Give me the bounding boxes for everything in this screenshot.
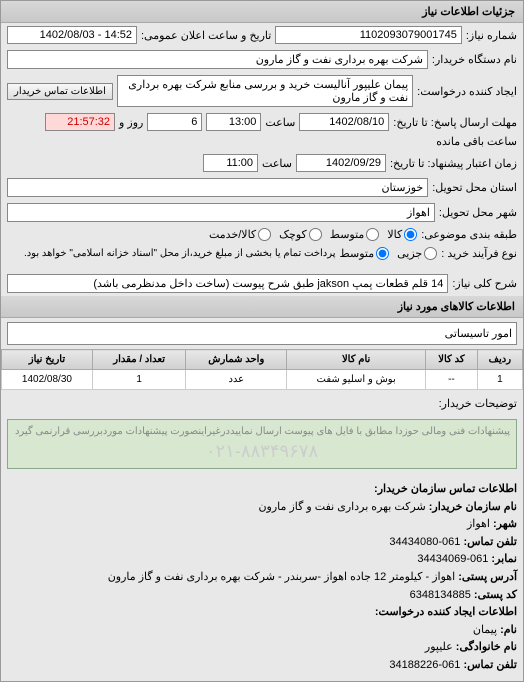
- postal-label: کد پستی:: [474, 589, 517, 601]
- family-val: علیپور: [425, 641, 453, 653]
- remaining-label: ساعت باقی مانده: [436, 135, 517, 148]
- col-row: ردیف: [477, 350, 522, 370]
- name-val: پیمان: [473, 624, 497, 636]
- day-label: روز و: [119, 116, 143, 129]
- request-no-value: 1102093079001745: [275, 26, 461, 44]
- buyer-org-label: نام دستگاه خریدار:: [432, 53, 517, 66]
- deadline-time: 13:00: [206, 113, 261, 131]
- cell-unit: عدد: [186, 370, 287, 390]
- contact-city-label: شهر:: [493, 518, 517, 530]
- buyer-notes-box: پیشنهادات فنی ومالی حوزدا مطابق با فایل …: [7, 419, 517, 469]
- creator-label: ایجاد کننده درخواست:: [417, 85, 517, 98]
- general-desc-value: 14 قلم قطعات پمپ jakson طبق شرح پیوست (س…: [7, 274, 448, 293]
- purchase-type-label: نوع فرآیند خرید :: [441, 247, 517, 260]
- col-date: تاریخ نیاز: [2, 350, 93, 370]
- cell-name: بوش و اسلیو شفت: [287, 370, 426, 390]
- contact-header: اطلاعات تماس سازمان خریدار:: [374, 483, 517, 495]
- col-qty: تعداد / مقدار: [92, 350, 186, 370]
- cell-row: 1: [477, 370, 522, 390]
- hour-label-1: ساعت: [265, 116, 295, 129]
- family-label: نام خانوادگی:: [456, 641, 517, 653]
- pkg-radio-4[interactable]: [258, 228, 271, 241]
- request-no-label: شماره نیاز:: [466, 29, 517, 42]
- contact-info-button[interactable]: اطلاعات تماس خریدار: [7, 83, 113, 100]
- col-unit: واحد شمارش: [186, 350, 287, 370]
- buyer-notes-label: توضیحات خریدار:: [439, 397, 517, 410]
- packaging-label: طبقه بندی موضوعی:: [421, 228, 517, 241]
- fax-val: 061-34434069: [417, 553, 488, 565]
- announce-value: 14:52 - 1402/08/03: [7, 26, 137, 44]
- phone-val: 061-34434080: [389, 536, 460, 548]
- validity-time: 11:00: [203, 154, 258, 172]
- general-desc-label: شرح کلی نیاز:: [452, 277, 517, 290]
- postal-val: 6348134885: [410, 589, 471, 601]
- tel-val: 061-34188226: [389, 659, 460, 671]
- col-code: کد کالا: [426, 350, 478, 370]
- table-row: 1 -- بوش و اسلیو شفت عدد 1 1402/08/30: [2, 370, 523, 390]
- purchase-radios: جزیی متوسط: [340, 247, 438, 260]
- details-header: جزئیات اطلاعات نیاز: [1, 1, 523, 23]
- pkg-opt2: متوسط: [330, 228, 365, 241]
- packaging-radios: کالا متوسط کوچک کالا/خدمت: [209, 228, 417, 241]
- address-val: اهواز - کیلومتر 12 جاده اهواز -سربندر - …: [108, 571, 455, 583]
- deadline-label: مهلت ارسال پاسخ: تا تاریخ:: [393, 116, 517, 129]
- pkg-opt1: کالا: [387, 228, 402, 241]
- col-name: نام کالا: [287, 350, 426, 370]
- cell-code: --: [426, 370, 478, 390]
- deadline-remaining: 21:57:32: [45, 113, 115, 131]
- pur-radio-2[interactable]: [376, 247, 389, 260]
- goods-table: ردیف کد کالا نام کالا واحد شمارش تعداد /…: [1, 349, 523, 390]
- pur-opt1: جزیی: [397, 247, 422, 260]
- pkg-radio-3[interactable]: [309, 228, 322, 241]
- validity-date: 1402/09/29: [296, 154, 386, 172]
- pkg-opt3: کوچک: [279, 228, 307, 241]
- goods-info-header: اطلاعات کالاهای مورد نیاز: [1, 296, 523, 318]
- org-val: شرکت بهره برداری نفت و گاز مارون: [258, 501, 425, 513]
- watermark-phone: ۰۲۱-۸۸۳۴۹۶۷۸: [14, 441, 510, 462]
- tel-label: تلفن تماس:: [463, 659, 517, 671]
- deadline-days: 6: [147, 113, 202, 131]
- fax-label: نمابر:: [491, 553, 517, 565]
- creator-value: پیمان علیپور آنالیست خرید و بررسی منابع …: [117, 75, 413, 107]
- announce-label: تاریخ و ساعت اعلان عمومی:: [141, 29, 271, 42]
- pkg-radio-1[interactable]: [404, 228, 417, 241]
- phone-label: تلفن تماس:: [463, 536, 517, 548]
- pkg-radio-2[interactable]: [366, 228, 379, 241]
- buyer-notes-text: پیشنهادات فنی ومالی حوزدا مطابق با فایل …: [14, 426, 510, 437]
- province-value: خوزستان: [7, 178, 428, 197]
- name-label: نام:: [500, 624, 517, 636]
- org-label: نام سازمان خریدار:: [429, 501, 517, 513]
- province-label: استان محل تحویل:: [432, 181, 517, 194]
- purchase-note: پرداخت تمام یا بخشی از مبلغ خرید،از محل …: [24, 248, 336, 259]
- city-value: اهواز: [7, 203, 435, 222]
- buyer-org-value: شرکت بهره برداری نفت و گاز مارون: [7, 50, 428, 69]
- contact-city-val: اهواز: [467, 518, 490, 530]
- pur-opt2: متوسط: [340, 247, 375, 260]
- cell-qty: 1: [92, 370, 186, 390]
- city-label: شهر محل تحویل:: [439, 206, 517, 219]
- contact-section: اطلاعات تماس سازمان خریدار: نام سازمان خ…: [1, 475, 523, 681]
- creator-header: اطلاعات ایجاد کننده درخواست:: [375, 606, 517, 618]
- hour-label-2: ساعت: [262, 157, 292, 170]
- cell-date: 1402/08/30: [2, 370, 93, 390]
- pkg-opt4: کالا/خدمت: [209, 228, 256, 241]
- deadline-date: 1402/08/10: [299, 113, 389, 131]
- goods-category: امور تاسیساتی: [7, 322, 517, 345]
- validity-label: زمان اعتبار پیشنهاد: تا تاریخ:: [390, 157, 517, 170]
- pur-radio-1[interactable]: [424, 247, 437, 260]
- address-label: آدرس پستی:: [458, 571, 517, 583]
